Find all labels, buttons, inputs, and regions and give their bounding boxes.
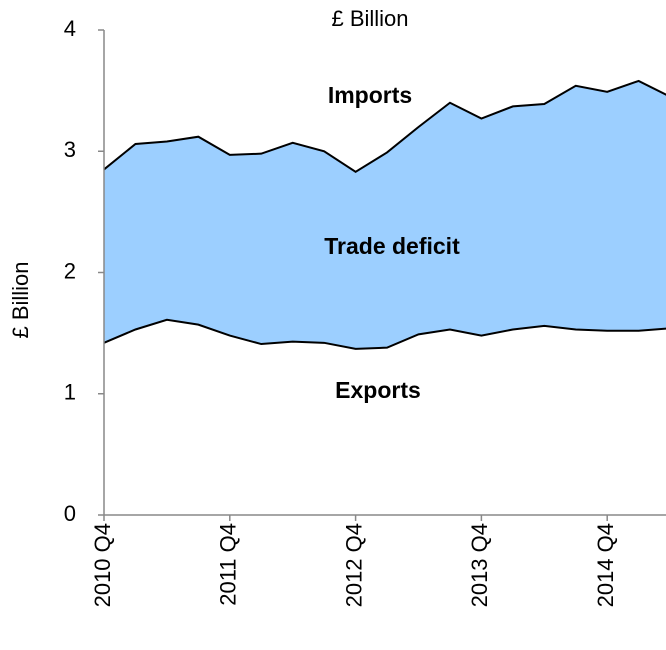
y-tick-label: 4 — [64, 16, 76, 41]
x-tick-label: 2012 Q4 — [341, 523, 366, 607]
annotation: Trade deficit — [324, 233, 460, 259]
series-line — [103, 79, 666, 174]
x-tick-label: 2010 Q4 — [90, 523, 115, 607]
deficit-area — [104, 80, 666, 349]
series-label: Exports — [335, 377, 421, 403]
y-tick-label: 0 — [64, 501, 76, 526]
chart-title: £ Billion — [331, 6, 408, 31]
x-tick-label: 2011 Q4 — [216, 523, 241, 606]
series-label: Imports — [328, 82, 412, 108]
y-axis-label: £ Billion — [8, 261, 33, 338]
x-tick-label: 2013 Q4 — [467, 523, 492, 607]
y-tick-label: 1 — [64, 380, 76, 405]
y-tick-label: 2 — [64, 258, 76, 283]
series-line — [103, 318, 666, 350]
y-tick-label: 3 — [64, 137, 76, 162]
x-tick-label: 2014 Q4 — [593, 523, 618, 607]
